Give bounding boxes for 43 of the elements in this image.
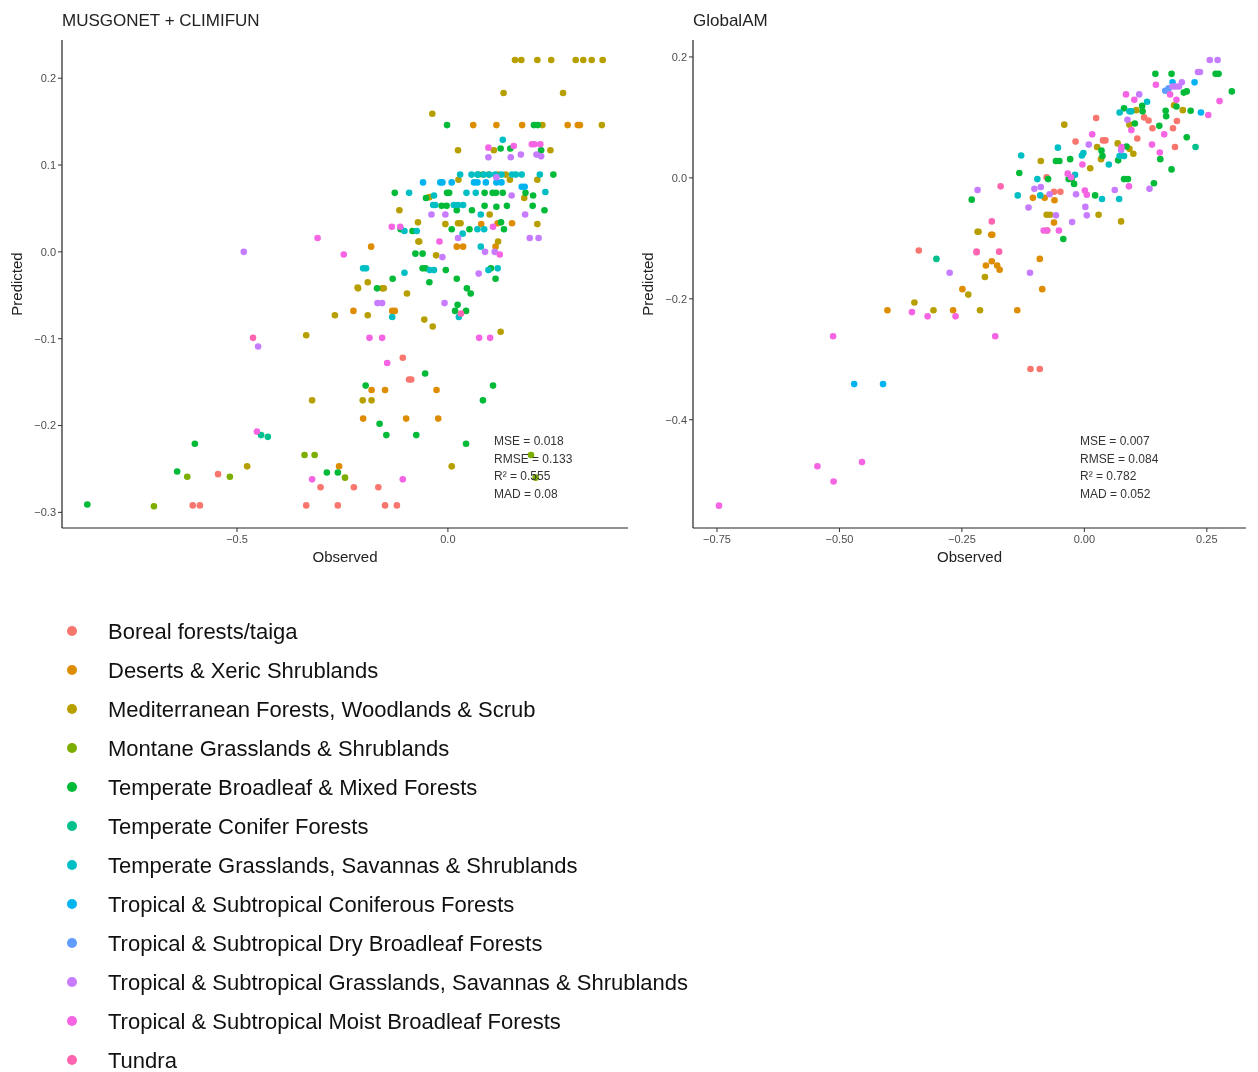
annotation: RMSE = 0.084 xyxy=(1080,451,1159,466)
legend-label: Tropical & Subtropical Grasslands, Savannas & Shrublands xyxy=(108,969,689,995)
legend-label: Tundra xyxy=(108,1047,178,1072)
annotation: MSE = 0.018 xyxy=(494,434,565,449)
annotation: RMSE = 0.133 xyxy=(494,451,573,466)
y-tick-label: 0.2 xyxy=(40,72,56,85)
legend-label: Temperate Conifer Forests xyxy=(108,813,369,839)
x-tick-label: 0.0 xyxy=(440,533,456,545)
x-tick-label: −0.5 xyxy=(226,533,248,545)
annotation: R² = 0.782 xyxy=(1080,469,1137,484)
legend-label: Tropical & Subtropical Dry Broadleaf Forests xyxy=(108,930,543,956)
y-tick-label: 0.1 xyxy=(40,158,56,171)
x-tick-label: −0.25 xyxy=(947,533,976,545)
annotation: MSE = 0.007 xyxy=(1080,434,1151,449)
legend-label: Deserts & Xeric Shrublands xyxy=(108,657,379,683)
annotation: MAD = 0.08 xyxy=(494,486,559,501)
y-tick-label: −0.2 xyxy=(34,419,56,432)
legend-label: Mediterranean Forests, Woodlands & Scrub xyxy=(108,696,536,722)
y-tick-label: −0.3 xyxy=(34,506,56,519)
x-tick-label: −0.50 xyxy=(825,533,854,545)
legend-label: Montane Grasslands & Shrublands xyxy=(108,735,450,761)
legend-label: Boreal forests/taiga xyxy=(108,618,299,644)
legend-label: Temperate Broadleaf & Mixed Forests xyxy=(108,774,478,800)
annotation: MAD = 0.052 xyxy=(1080,486,1151,501)
x-tick-label: −0.75 xyxy=(703,533,731,545)
y-tick-label: −0.2 xyxy=(665,292,687,305)
x-axis-title: Observed xyxy=(312,548,378,565)
y-tick-label: 0.2 xyxy=(671,50,687,63)
x-axis-title: Observed xyxy=(936,548,1003,565)
y-tick-label: 0.0 xyxy=(671,171,687,184)
y-axis-title: Predicted xyxy=(8,252,25,316)
x-tick-label: 0.00 xyxy=(1073,533,1096,545)
annotation: R² = 0.555 xyxy=(494,469,551,484)
legend-label: Tropical & Subtropical Moist Broadleaf Forests xyxy=(108,1008,561,1034)
legend-label: Tropical & Subtropical Coniferous Forests xyxy=(108,891,515,917)
chart-title: MUSGONET + CLIMIFUN xyxy=(62,11,260,30)
chart-title: GlobalAM xyxy=(693,11,768,30)
y-tick-label: −0.4 xyxy=(665,413,687,426)
y-tick-label: −0.1 xyxy=(34,332,56,345)
y-tick-label: 0.0 xyxy=(40,245,56,258)
x-tick-label: 0.25 xyxy=(1196,533,1218,545)
legend-label: Temperate Grasslands, Savannas & Shrublands xyxy=(108,852,578,878)
y-axis-title: Predicted xyxy=(639,252,656,316)
